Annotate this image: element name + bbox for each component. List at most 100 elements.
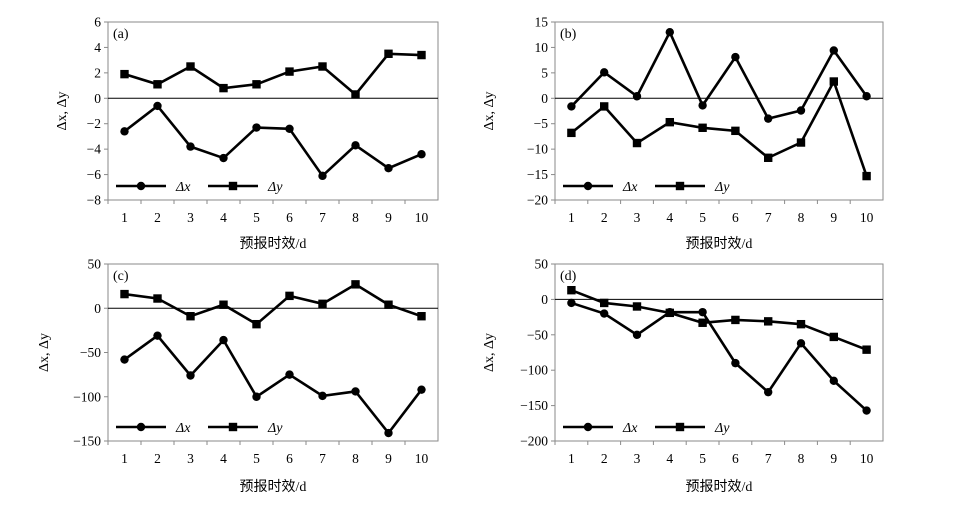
panel-label: (c) (113, 269, 129, 284)
legend-marker (136, 422, 146, 432)
data-point (731, 52, 740, 62)
x-tick-label: 6 (732, 451, 739, 466)
data-point (567, 285, 576, 295)
y-tick-label: 50 (535, 257, 549, 272)
x-tick-label: 10 (860, 451, 874, 466)
y-tick-label: −4 (87, 142, 102, 157)
data-point (417, 312, 426, 321)
data-point (567, 128, 576, 138)
legend-marker (583, 422, 593, 432)
data-point (252, 319, 261, 329)
legend-marker (583, 181, 593, 191)
data-point (600, 68, 609, 77)
y-tick-label: −6 (87, 167, 102, 182)
data-point (153, 101, 162, 111)
x-tick-label: 10 (415, 451, 429, 466)
x-tick-label: 7 (319, 451, 326, 466)
series-dx (120, 101, 426, 181)
series-dy (567, 77, 871, 181)
legend-label: Δy (714, 180, 730, 195)
data-point (665, 117, 674, 127)
y-tick-label: −50 (527, 327, 548, 342)
data-point (186, 142, 195, 151)
data-point (731, 315, 740, 325)
data-point (665, 27, 674, 37)
x-tick-label: 8 (798, 451, 805, 466)
data-point (186, 312, 195, 321)
data-point (698, 307, 707, 317)
data-point (698, 318, 707, 327)
x-tick-label: 1 (121, 451, 128, 466)
legend-label: Δy (714, 421, 730, 436)
x-tick-label: 5 (253, 451, 260, 466)
data-point (120, 127, 129, 136)
data-point (318, 391, 327, 401)
x-tick-label: 7 (319, 210, 326, 225)
legend-marker (228, 181, 238, 191)
data-point (417, 385, 426, 394)
y-tick-label: 0 (94, 91, 101, 106)
y-tick-label: −5 (534, 116, 549, 131)
x-tick-label: 5 (699, 451, 706, 466)
data-point (384, 49, 393, 58)
x-tick-label: 4 (666, 210, 673, 225)
x-axis-title: 预报时效/d (240, 479, 307, 495)
data-point (600, 102, 609, 111)
x-tick-label: 6 (286, 451, 293, 466)
x-tick-label: 9 (830, 210, 837, 225)
data-point (219, 153, 228, 163)
legend-label: Δx (622, 180, 638, 195)
x-tick-label: 3 (187, 210, 194, 225)
x-tick-label: 4 (220, 210, 227, 225)
series-line (124, 52, 422, 97)
data-point (219, 335, 228, 345)
x-tick-label: 5 (699, 210, 706, 225)
y-tick-label: 15 (535, 15, 549, 30)
data-point (186, 371, 195, 380)
data-point (153, 80, 162, 89)
x-tick-label: 8 (352, 210, 359, 225)
y-tick-label: 2 (94, 65, 101, 80)
series-line (570, 78, 868, 177)
y-tick-label: −150 (73, 434, 101, 449)
data-point (829, 46, 838, 55)
data-point (796, 339, 806, 348)
panel-b: −20 −15 −10 −5 0 5 10 15 1 2 3 4 5 6 7 8 9 10 预报时效/d Δx, Δy… (482, 15, 884, 252)
data-point (384, 300, 393, 309)
data-point (285, 291, 294, 301)
y-tick-label: 0 (94, 301, 101, 316)
x-tick-label: 2 (601, 210, 608, 225)
legend-label: Δx (622, 421, 638, 436)
data-point (219, 300, 228, 309)
x-tick-label: 7 (765, 210, 772, 225)
panel-label: (b) (560, 27, 577, 42)
data-point (120, 289, 129, 299)
y-tick-label: 0 (541, 292, 548, 307)
x-tick-label: 9 (385, 451, 392, 466)
data-point (417, 150, 426, 159)
data-point (731, 126, 740, 136)
y-tick-label: −100 (73, 389, 101, 404)
data-point (384, 164, 393, 173)
series-line (123, 104, 423, 178)
series-line (570, 29, 868, 121)
y-tick-label: −8 (87, 193, 102, 208)
data-point (764, 114, 773, 123)
x-tick-label: 7 (765, 451, 772, 466)
data-point (632, 302, 642, 311)
data-point (351, 90, 360, 99)
x-tick-label: 9 (830, 451, 837, 466)
plot-frame (554, 263, 884, 442)
data-point (698, 123, 707, 132)
data-point (796, 138, 806, 147)
data-point (351, 141, 360, 150)
x-tick-label: 10 (415, 210, 429, 225)
x-tick-label: 3 (187, 451, 194, 466)
data-point (632, 330, 642, 339)
data-point (632, 138, 642, 148)
panel-a: −8 −6 −4 −2 0 2 4 6 1 2 3 4 5 6 7 8 9 10 预报时效/d Δx, Δy (a) Δx… (55, 15, 439, 252)
x-tick-label: 4 (666, 451, 673, 466)
series-line (123, 333, 423, 436)
data-point (384, 428, 393, 438)
legend-marker (675, 422, 685, 432)
